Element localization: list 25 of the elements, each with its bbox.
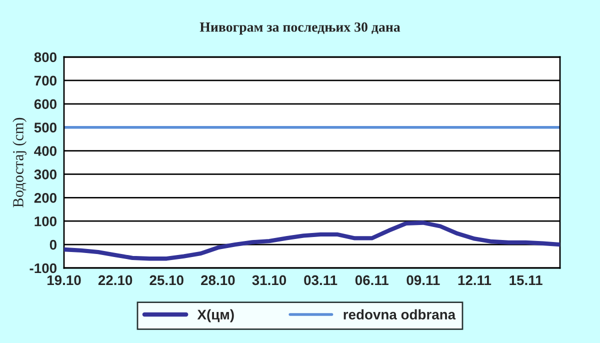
- line-series: [64, 220, 560, 261]
- x-tick-label: 28.10: [201, 275, 235, 286]
- x-tick-label: 31.10: [252, 275, 286, 286]
- y-tick-label: 400: [34, 146, 56, 156]
- x-tick-label: 09.11: [406, 275, 440, 286]
- y-tick-label: 100: [34, 216, 56, 226]
- y-tick-label: -100: [30, 263, 56, 274]
- y-tick-label: 600: [34, 99, 56, 110]
- x-tick-label: 03.11: [304, 275, 338, 286]
- x-tick-label: 15.11: [510, 275, 542, 286]
- legend-label: X(цм): [197, 309, 234, 322]
- y-tick-label: 0: [50, 240, 56, 250]
- x-tick-label: 22.10: [98, 275, 132, 286]
- y-tick-label: 200: [34, 193, 56, 203]
- x-tick-label: 12.11: [458, 275, 492, 286]
- y-tick-label: 700: [34, 76, 56, 86]
- legend-label: redovna odbrana: [344, 309, 456, 320]
- x-tick-label: 19.10: [48, 275, 81, 286]
- y-axis-title: Водостај (cm): [12, 118, 26, 208]
- x-tick-label: 06.11: [355, 275, 388, 286]
- y-tick-label: 800: [34, 52, 56, 62]
- x-tick-label: 25.10: [150, 275, 184, 286]
- y-tick-label: 300: [34, 170, 56, 180]
- y-tick-label: 500: [34, 122, 56, 133]
- chart-title: Нивограм за последњих 30 дана: [200, 22, 400, 35]
